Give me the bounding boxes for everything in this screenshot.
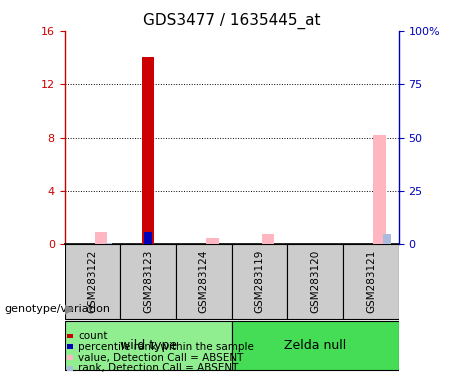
Text: ▶: ▶ bbox=[65, 303, 75, 316]
Text: GSM283120: GSM283120 bbox=[310, 250, 320, 313]
Text: GSM283119: GSM283119 bbox=[254, 250, 265, 313]
Text: count: count bbox=[78, 331, 108, 341]
Text: GSM283121: GSM283121 bbox=[366, 250, 376, 313]
Text: genotype/variation: genotype/variation bbox=[5, 304, 111, 314]
Text: value, Detection Call = ABSENT: value, Detection Call = ABSENT bbox=[78, 353, 244, 362]
Bar bbox=[206, 238, 219, 244]
Text: Zelda null: Zelda null bbox=[284, 339, 346, 352]
FancyBboxPatch shape bbox=[231, 321, 399, 370]
Bar bbox=[383, 234, 390, 244]
Bar bbox=[373, 135, 385, 244]
Text: wild type: wild type bbox=[119, 339, 177, 352]
Bar bbox=[105, 243, 112, 244]
Bar bbox=[144, 232, 153, 244]
FancyBboxPatch shape bbox=[65, 244, 120, 319]
Bar bbox=[262, 233, 274, 244]
Text: percentile rank within the sample: percentile rank within the sample bbox=[78, 342, 254, 352]
Text: GSM283122: GSM283122 bbox=[88, 250, 97, 313]
Bar bbox=[142, 58, 154, 244]
FancyBboxPatch shape bbox=[65, 321, 231, 370]
Title: GDS3477 / 1635445_at: GDS3477 / 1635445_at bbox=[143, 13, 320, 29]
Text: rank, Detection Call = ABSENT: rank, Detection Call = ABSENT bbox=[78, 363, 239, 373]
FancyBboxPatch shape bbox=[120, 244, 176, 319]
FancyBboxPatch shape bbox=[287, 244, 343, 319]
Text: GSM283124: GSM283124 bbox=[199, 250, 209, 313]
Text: GSM283123: GSM283123 bbox=[143, 250, 153, 313]
Bar bbox=[95, 232, 107, 244]
FancyBboxPatch shape bbox=[231, 244, 287, 319]
FancyBboxPatch shape bbox=[176, 244, 231, 319]
FancyBboxPatch shape bbox=[343, 244, 399, 319]
